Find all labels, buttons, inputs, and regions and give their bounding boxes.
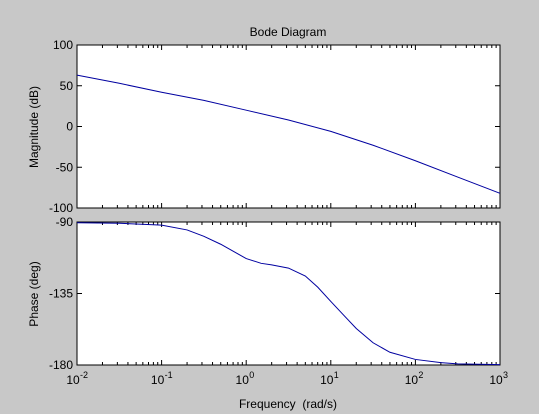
x-tick-label: 10 [405,373,419,387]
x-tick-label-exponent: -1 [165,370,173,380]
phase-panel: -90 -135 -180 Phase (deg) [27,215,501,372]
magnitude-plot-area [76,44,501,209]
magnitude-y-tick-label: -50 [56,160,74,174]
phase-series-line [76,222,501,366]
magnitude-panel: 100 50 0 -50 -100 Magnitude (dB) [27,38,501,215]
magnitude-y-ticks: 100 50 0 -50 -100 [49,38,500,215]
x-tick-label-exponent: 0 [249,370,254,380]
phase-y-tick-label: -90 [56,215,74,229]
x-tick-labels: 10 -2 10 -1 10 0 10 1 10 2 10 3 [66,370,508,387]
x-axis-label: Frequency (rad/s) [239,397,337,411]
x-tick-label: 10 [151,373,165,387]
chart-title: Bode Diagram [250,25,327,39]
x-tick-label: 10 [236,373,250,387]
x-tick-label-exponent: 2 [418,370,423,380]
phase-plot-area [76,221,501,366]
magnitude-series-line [76,74,501,194]
x-tick-label-exponent: 1 [334,370,339,380]
x-tick-label: 10 [489,373,503,387]
phase-y-tick-label: -180 [49,358,73,372]
magnitude-y-tick-label: 0 [66,120,73,134]
x-tick-label: 10 [66,373,80,387]
magnitude-y-tick-label: 100 [53,38,73,52]
x-tick-label-exponent: 3 [503,370,508,380]
magnitude-x-ticks [76,45,501,208]
magnitude-y-tick-label: 50 [60,79,74,93]
phase-y-axis-label: Phase (deg) [27,261,41,326]
phase-y-tick-label: -135 [49,287,73,301]
magnitude-y-tick-label: -100 [49,201,73,215]
x-tick-label: 10 [320,373,334,387]
magnitude-y-axis-label: Magnitude (dB) [27,86,41,168]
x-tick-label-exponent: -2 [80,370,88,380]
